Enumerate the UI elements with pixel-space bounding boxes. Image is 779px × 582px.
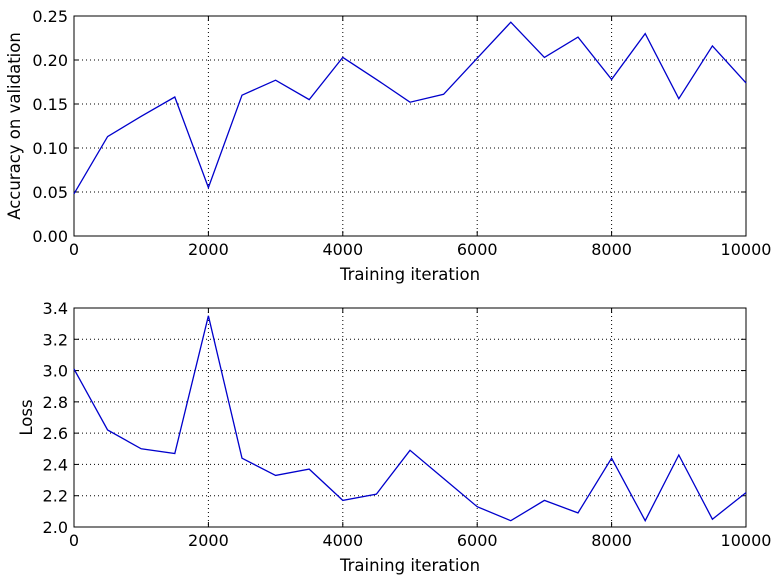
x-tick-label: 8000 [591, 531, 632, 550]
x-axis-label: Training iteration [339, 265, 480, 284]
y-tick-label: 0.10 [32, 139, 68, 158]
x-tick-label: 6000 [457, 240, 498, 259]
x-tick-label: 0 [69, 531, 79, 550]
series-line [73, 315, 747, 523]
y-tick-label: 0.00 [32, 227, 68, 246]
x-tick-label: 10000 [721, 531, 772, 550]
y-tick-label: 0.20 [32, 51, 68, 70]
y-tick-label: 3.0 [43, 362, 68, 381]
y-tick-label: 2.0 [43, 518, 68, 537]
x-tick-label: 4000 [322, 240, 363, 259]
plot-frame [73, 307, 747, 528]
y-tick-label: 2.6 [43, 424, 68, 443]
y-tick-label: 2.2 [43, 487, 68, 506]
x-tick-label: 2000 [188, 531, 229, 550]
x-tick-label: 6000 [457, 531, 498, 550]
loss-chart: 0 2000 4000 6000 8000 10000 2.0 2.2 2.4 2.6 2.8 3.0… [17, 299, 771, 575]
y-tick-label: 0.05 [32, 183, 68, 202]
y-tick-label: 0.25 [32, 7, 68, 26]
y-tick-label: 0.15 [32, 95, 68, 114]
y-tick-label: 2.4 [43, 455, 68, 474]
plot-frame [73, 15, 747, 237]
y-axis-label: Accuracy on validation [5, 32, 24, 220]
y-tick-label: 3.2 [43, 330, 68, 349]
y-tick-label: 2.8 [43, 393, 68, 412]
y-axis-label: Loss [17, 399, 36, 435]
x-tick-label: 10000 [721, 240, 772, 259]
x-tick-label: 8000 [591, 240, 632, 259]
y-tick-label: 3.4 [43, 299, 68, 318]
x-tick-label: 2000 [188, 240, 229, 259]
x-tick-label: 4000 [322, 531, 363, 550]
accuracy-chart: 0 2000 4000 6000 8000 10000 0.00 0.05 0.10 0.15 0.… [5, 7, 771, 284]
x-axis-label: Training iteration [339, 556, 480, 575]
x-tick-label: 0 [69, 240, 79, 259]
series-line [73, 21, 747, 195]
